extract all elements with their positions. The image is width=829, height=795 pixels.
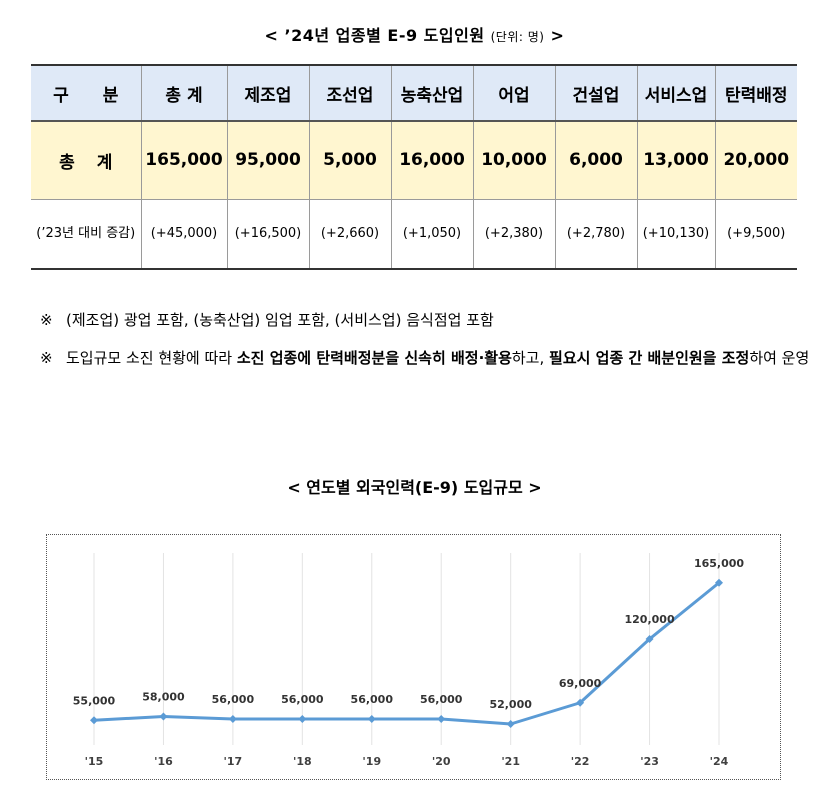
table-title-close: > <box>550 26 565 45</box>
diff-label: (’23년 대비 증감) <box>31 198 142 270</box>
data-point <box>90 716 98 725</box>
table-title: < ’24년 업종별 E-9 도입인원 (단위: 명) > <box>0 22 829 46</box>
note-text: 도입규모 소진 현황에 따라 <box>66 349 237 367</box>
data-point <box>298 715 307 723</box>
chart-container: 55,000 58,000 56,000 56,000 56,000 56,000 52,0… <box>46 534 781 780</box>
header-fishery: 어업 <box>472 64 556 122</box>
total-cell: 165,000 <box>140 120 228 200</box>
data-point <box>715 578 723 587</box>
table-header-row: 구 분 총 계 제조업 조선업 농축산업 어업 건설업 서비스업 탄력배정 <box>31 64 797 122</box>
header-shipbuilding: 조선업 <box>308 64 392 122</box>
e9-allocation-table: 구 분 총 계 제조업 조선업 농축산업 어업 건설업 서비스업 탄력배정 총 … <box>31 64 797 270</box>
table-unit: (단위: 명) <box>490 30 545 44</box>
x-tick-label: '17 <box>224 755 243 768</box>
x-tick-label: '16 <box>154 755 173 768</box>
data-point <box>159 712 168 721</box>
header-construction: 건설업 <box>554 64 638 122</box>
total-cell: 6,000 <box>554 120 638 200</box>
total-cell: 95,000 <box>226 120 310 200</box>
header-agriculture: 농축산업 <box>390 64 474 122</box>
x-tick-label: '22 <box>571 755 590 768</box>
total-cell: 5,000 <box>308 120 392 200</box>
note-inclusions: ※ (제조업) 광업 포함, (농축산업) 임업 포함, (서비스업) 음식점업… <box>40 306 810 334</box>
x-tick-label: '24 <box>710 755 729 768</box>
note-mark: ※ <box>40 311 53 329</box>
total-label: 총 계 <box>31 120 142 200</box>
total-cell: 10,000 <box>472 120 556 200</box>
data-label: 58,000 <box>142 691 185 704</box>
table-total-row: 총 계 165,000 95,000 5,000 16,000 10,000 6… <box>31 120 797 200</box>
diff-cell: (+2,380) <box>472 198 556 270</box>
data-point <box>437 715 446 723</box>
diff-cell: (+2,660) <box>308 198 392 270</box>
x-tick-label: '15 <box>85 755 104 768</box>
table-title-text: < ’24년 업종별 E-9 도입인원 <box>264 26 485 45</box>
header-category: 구 분 <box>31 64 142 122</box>
note-emphasis: 필요시 업종 간 배분인원을 조정 <box>549 349 750 367</box>
diff-cell: (+1,050) <box>390 198 474 270</box>
data-label: 56,000 <box>420 693 463 706</box>
note-operation: ※ 도입규모 소진 현황에 따라 소진 업종에 탄력배정분을 신속히 배정·활용… <box>40 344 810 372</box>
chart-title: < 연도별 외국인력(E-9) 도입규모 > <box>287 478 542 497</box>
x-tick-label: '20 <box>432 755 451 768</box>
data-point <box>228 715 237 723</box>
header-flexible: 탄력배정 <box>714 64 797 122</box>
total-cell: 16,000 <box>390 120 474 200</box>
data-label: 165,000 <box>694 557 744 570</box>
x-tick-label: '18 <box>293 755 312 768</box>
header-total: 총 계 <box>140 64 228 122</box>
data-label: 120,000 <box>625 613 675 626</box>
data-point <box>576 698 585 707</box>
line-chart: 55,000 58,000 56,000 56,000 56,000 56,000 52,0… <box>73 553 744 768</box>
x-tick-label: '21 <box>501 755 520 768</box>
total-cell: 20,000 <box>714 120 797 200</box>
data-label: 56,000 <box>281 693 324 706</box>
data-label: 56,000 <box>351 693 394 706</box>
note-text: (제조업) 광업 포함, (농축산업) 임업 포함, (서비스업) 음식점업 포… <box>66 311 494 329</box>
diff-cell: (+2,780) <box>554 198 638 270</box>
notes: ※ (제조업) 광업 포함, (농축산업) 임업 포함, (서비스업) 음식점업… <box>40 306 810 382</box>
data-point <box>367 715 376 723</box>
data-label: 69,000 <box>559 677 602 690</box>
data-point <box>506 720 515 728</box>
data-label: 56,000 <box>212 693 255 706</box>
data-label: 52,000 <box>489 698 532 711</box>
note-text: 하고, <box>511 349 550 367</box>
diff-cell: (+10,130) <box>636 198 716 270</box>
data-label: 55,000 <box>73 694 116 707</box>
total-cell: 13,000 <box>636 120 716 200</box>
diff-cell: (+16,500) <box>226 198 310 270</box>
note-mark: ※ <box>40 349 53 367</box>
header-manufacturing: 제조업 <box>226 64 310 122</box>
note-emphasis: 소진 업종에 탄력배정분을 신속히 배정·활용 <box>236 349 512 367</box>
diff-cell: (+45,000) <box>140 198 228 270</box>
note-text: 하여 운영 <box>749 349 810 367</box>
diff-cell: (+9,500) <box>714 198 797 270</box>
data-point <box>645 635 654 643</box>
header-service: 서비스업 <box>636 64 716 122</box>
table-diff-row: (’23년 대비 증감) (+45,000) (+16,500) (+2,660… <box>31 198 797 270</box>
series-line <box>93 581 720 726</box>
x-tick-label: '23 <box>640 755 659 768</box>
x-tick-label: '19 <box>362 755 381 768</box>
